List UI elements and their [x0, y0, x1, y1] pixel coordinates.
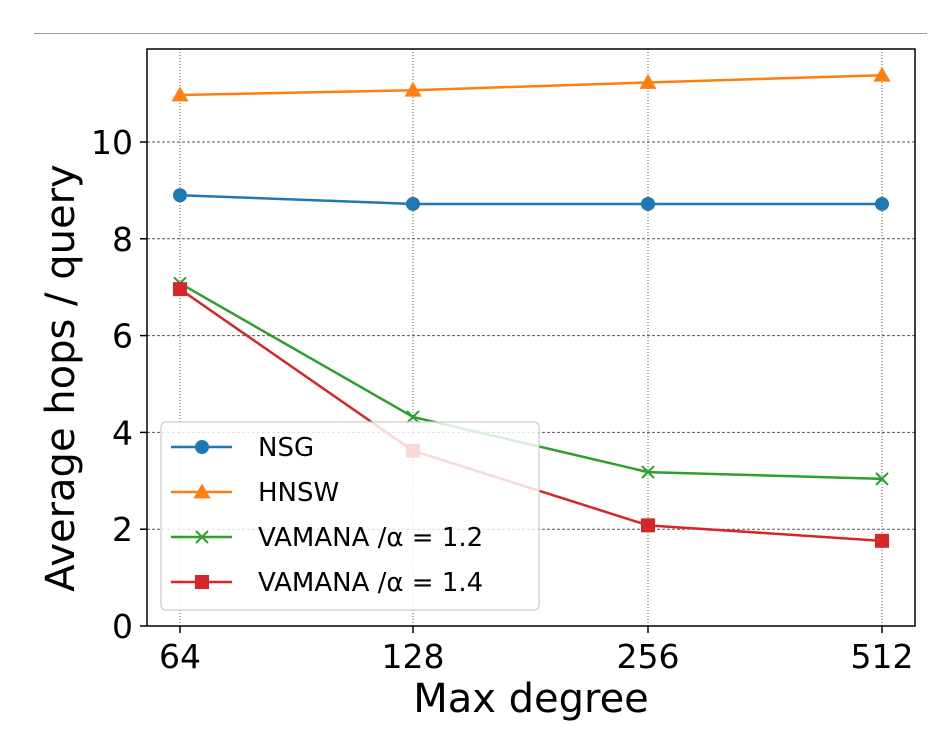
x-marker-stroke [195, 530, 209, 544]
data-point [171, 86, 189, 102]
legend-label: NSG [258, 433, 314, 463]
x-axis: 64 128 256 512 [159, 626, 914, 676]
x-tick-label: 128 [382, 637, 445, 676]
x-tick-label: 512 [851, 637, 914, 676]
x-tick-label: 256 [617, 637, 680, 676]
legend-entry: VAMANA /α = 1.2 [171, 523, 483, 553]
legend-marker [195, 575, 209, 589]
y-tick-label: 2 [112, 510, 133, 549]
y-tick-label: 8 [112, 220, 133, 259]
series-1 [171, 66, 891, 102]
series-line [179, 73, 883, 97]
data-point [404, 81, 422, 97]
data-point [406, 196, 420, 211]
data-point [173, 282, 187, 297]
data-point [875, 196, 889, 211]
y-axis: 0 2 4 6 8 10 [91, 123, 147, 646]
data-point [406, 410, 420, 424]
series-0 [173, 188, 889, 211]
x-marker-stroke [406, 410, 420, 424]
data-point [639, 73, 657, 89]
y-tick-label: 10 [91, 123, 133, 162]
data-point [173, 188, 187, 203]
series-line [179, 193, 882, 206]
y-tick-label: 4 [112, 413, 133, 452]
legend-marker [193, 483, 211, 499]
legend-entry: HNSW [171, 478, 339, 508]
x-marker-stroke [875, 472, 889, 486]
y-tick-label: 6 [112, 317, 133, 356]
legend-entry: NSG [171, 433, 314, 463]
y-axis-label: Average hops / query [38, 164, 84, 591]
data-point [641, 518, 655, 533]
y-tick-label: 0 [112, 607, 133, 646]
legend-marker [195, 530, 209, 544]
legend-marker [195, 440, 209, 454]
x-axis-label: Max degree [413, 676, 649, 722]
legend-label: HNSW [258, 478, 339, 508]
data-point [641, 196, 655, 211]
data-point [875, 533, 889, 548]
data-point [641, 465, 655, 479]
legend-label: VAMANA /α = 1.2 [258, 523, 483, 553]
plot-area [146, 48, 916, 627]
legend-entry: VAMANA /α = 1.4 [171, 568, 483, 598]
legend: NSG HNSW VAMANA /α = 1.2 VAMANA /α = 1.4 [160, 421, 540, 611]
top-rule [34, 33, 927, 34]
x-marker-stroke [641, 465, 655, 479]
legend-box [160, 421, 540, 611]
legend-label: VAMANA /α = 1.4 [258, 568, 483, 598]
data-point [873, 66, 891, 82]
x-tick-label: 64 [159, 637, 201, 676]
data-point [875, 472, 889, 486]
